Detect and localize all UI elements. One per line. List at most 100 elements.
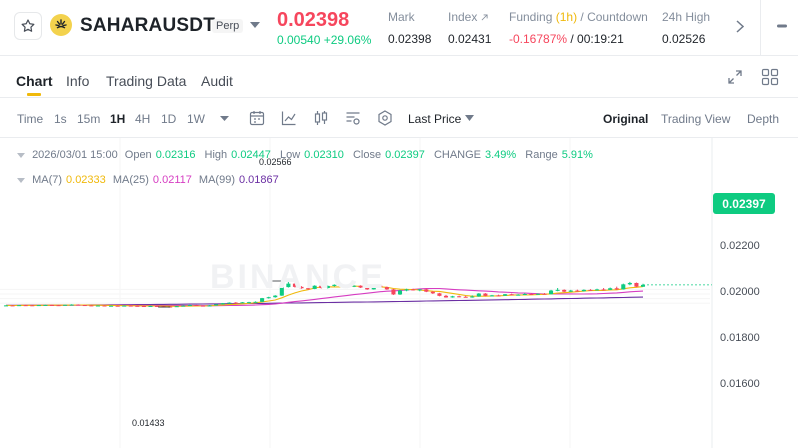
settings-icon[interactable] <box>376 109 394 127</box>
symbol-name[interactable]: SAHARAUSDT <box>80 15 215 36</box>
chart-area[interactable] <box>0 138 798 448</box>
candle-body <box>253 301 258 303</box>
candle-body <box>17 305 22 307</box>
current-price-tag: 0.02397 <box>713 193 775 214</box>
view-depth[interactable]: Depth <box>747 112 780 126</box>
chevron-right-icon <box>736 19 744 33</box>
candle-body <box>63 304 68 306</box>
candle-body <box>568 290 573 292</box>
layout-grid-icon[interactable] <box>761 68 779 86</box>
legend-close: 0.02397 <box>385 149 425 161</box>
high-24h-label: 24h High <box>662 10 711 24</box>
chevron-down-icon[interactable] <box>250 22 260 28</box>
candle-body <box>601 289 606 291</box>
mark-price-stat: Mark 0.02398 <box>388 10 431 46</box>
funding-stat: Funding (1h) / Countdown -0.16787% / 00:… <box>509 10 648 46</box>
candle-body <box>240 302 245 304</box>
external-link-icon[interactable] <box>481 14 488 21</box>
ma7-label[interactable]: MA(7) <box>32 174 63 186</box>
candle-body <box>457 296 462 298</box>
candle-body <box>588 289 593 291</box>
candlestick-chart[interactable] <box>0 138 798 448</box>
y-axis-label: 0.02200 <box>720 240 760 252</box>
tab-info[interactable]: Info <box>66 73 90 89</box>
candle-body <box>312 285 317 289</box>
interval-1w[interactable]: 1W <box>187 112 205 126</box>
price-change: 0.00540 +29.06% <box>277 33 372 47</box>
candle-body <box>214 304 219 306</box>
collapse-legend-icon[interactable] <box>17 152 25 158</box>
candle-body <box>89 305 94 307</box>
ma25-value: 0.02117 <box>152 174 192 186</box>
collapse-ma-icon[interactable] <box>17 177 25 183</box>
sahara-logo <box>50 14 72 36</box>
tab-audit[interactable]: Audit <box>201 73 233 89</box>
interval-15m[interactable]: 15m <box>77 112 101 126</box>
funding-interval[interactable]: (1h) <box>555 10 578 24</box>
candle-body <box>279 287 284 296</box>
star-icon <box>21 19 35 32</box>
candle-body <box>292 283 297 287</box>
index-label[interactable]: Index <box>448 10 478 24</box>
candle-body <box>489 295 494 297</box>
legend-change: 3.49% <box>485 149 517 161</box>
last-price: 0.02398 <box>277 9 350 31</box>
ma99-label[interactable]: MA(99) <box>198 174 235 186</box>
y-axis-label: 0.02000 <box>720 286 760 298</box>
candle-body <box>529 294 534 295</box>
candle-body <box>109 305 114 307</box>
candle-body <box>352 285 357 287</box>
candle-body <box>194 305 199 307</box>
ma25-label[interactable]: MA(25) <box>112 174 149 186</box>
legend-low-label: Low <box>279 149 301 161</box>
candle-body <box>155 305 160 307</box>
interval-4h[interactable]: 4H <box>135 112 151 126</box>
candle-body <box>95 305 100 307</box>
legend-close-label: Close <box>352 149 382 161</box>
candle-body <box>10 305 15 307</box>
more-icon[interactable] <box>772 16 792 36</box>
candle-body <box>36 305 41 307</box>
expand-icon[interactable] <box>727 69 743 85</box>
scroll-stats-button[interactable] <box>730 16 750 36</box>
calendar-icon[interactable] <box>248 109 266 127</box>
price-source-dropdown-icon[interactable] <box>465 115 474 121</box>
legend-high: 0.02447 <box>231 149 271 161</box>
candle-type-icon[interactable] <box>312 109 330 127</box>
price-source-select[interactable]: Last Price <box>408 112 462 126</box>
candle-body <box>581 289 586 292</box>
candle-body <box>634 282 639 287</box>
interval-1h[interactable]: 1H <box>110 112 126 126</box>
candle-body <box>135 305 140 307</box>
candle-body <box>411 289 416 291</box>
binance-watermark: BINANCE <box>210 258 386 296</box>
interval-1d[interactable]: 1D <box>161 112 177 126</box>
indicators-icon[interactable] <box>344 109 362 127</box>
view-trading-view[interactable]: Trading View <box>661 112 731 126</box>
tab-chart[interactable]: Chart <box>16 73 53 89</box>
candle-body <box>470 296 475 298</box>
candle-body <box>555 289 560 291</box>
candle-body <box>384 287 389 290</box>
candle-body <box>562 289 567 292</box>
index-value: 0.02431 <box>448 32 492 46</box>
max-price-annotation: 0.02566 <box>259 157 292 167</box>
candle-body <box>430 291 435 294</box>
favorite-button[interactable] <box>14 12 42 40</box>
interval-1s[interactable]: 1s <box>54 112 67 126</box>
candle-body <box>365 287 370 290</box>
active-tab-indicator <box>27 93 41 96</box>
candle-body <box>128 305 133 307</box>
candle-body <box>187 305 192 307</box>
countdown-label: / Countdown <box>580 10 648 24</box>
candle-body <box>115 305 120 307</box>
candle-body <box>319 285 324 289</box>
high-24h-value: 0.02526 <box>662 32 706 46</box>
drawing-tools-icon[interactable] <box>280 109 298 127</box>
chart-toolbar: Time 1s 15m 1H 4H 1D 1W Last Price Origi… <box>0 98 798 138</box>
interval-dropdown-icon[interactable] <box>220 116 229 121</box>
tab-trading-data[interactable]: Trading Data <box>106 73 187 89</box>
candle-body <box>23 305 28 307</box>
candle-body <box>424 289 429 292</box>
view-original[interactable]: Original <box>603 112 649 126</box>
